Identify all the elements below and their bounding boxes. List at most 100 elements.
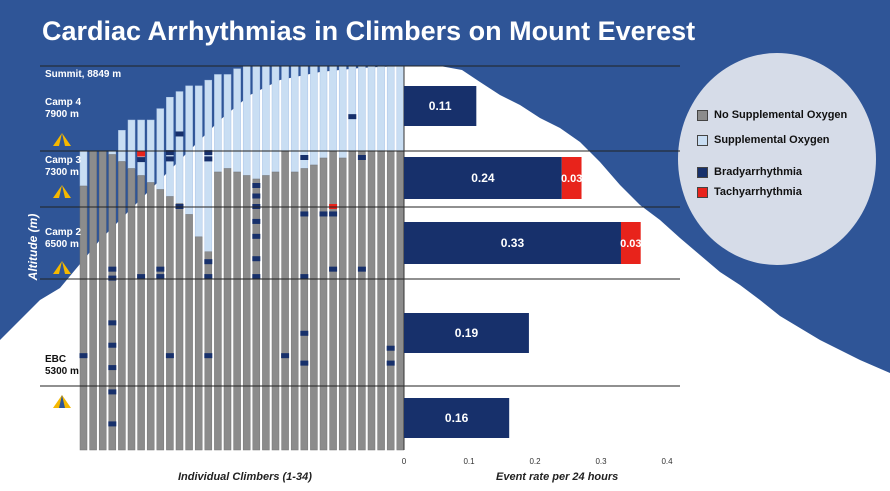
camp-label-ebc: EBC 5300 m (45, 354, 79, 378)
climber-oxygen-bar (137, 119, 145, 176)
climber-oxygen-bar (204, 79, 213, 253)
legend-label-no-oxygen: No Supplemental Oxygen (714, 109, 848, 121)
climber-no-oxygen-bar (89, 150, 97, 451)
climber-no-oxygen-bar (223, 168, 232, 451)
camp-name-camp2: Camp 2 (45, 227, 82, 238)
camp-label-camp2: Camp 2 6500 m (45, 227, 81, 251)
climber-no-oxygen-bar (79, 185, 88, 451)
brady-event-marker (300, 211, 309, 217)
legend-item-tachy: Tachyarrhythmia (697, 186, 802, 198)
brady-event-marker (156, 266, 165, 272)
climber-no-oxygen-bar (262, 175, 270, 451)
x-tick-label: 0.1 (463, 457, 475, 466)
climber-oxygen-bar (319, 65, 328, 159)
legend-swatch-brady (697, 166, 708, 178)
brady-rate-label: 0.16 (445, 411, 469, 425)
brady-event-marker (329, 211, 338, 217)
events-layer (79, 114, 395, 427)
legend-swatch-tachy (697, 186, 708, 198)
climber-no-oxygen-bar (146, 182, 155, 451)
climber-oxygen-bar (290, 65, 299, 173)
x-tick-label: 0.3 (595, 457, 607, 466)
climber-oxygen-bar (127, 119, 136, 169)
x-tick-label: 0.4 (661, 457, 673, 466)
brady-event-marker (156, 274, 165, 280)
climber-oxygen-bar (310, 65, 318, 166)
brady-event-marker (319, 211, 328, 217)
brady-event-marker (204, 259, 213, 265)
brady-rate-bar (404, 86, 477, 126)
climber-no-oxygen-bar (175, 203, 184, 451)
camp-alt-ebc: 5300 m (45, 366, 79, 377)
tachy-event-marker (137, 151, 146, 157)
brady-event-marker (79, 353, 88, 359)
brady-event-marker (108, 421, 117, 427)
brady-event-marker (348, 114, 357, 120)
tent-icon (59, 185, 65, 198)
climber-oxygen-bar (386, 65, 395, 152)
x-tick-label: 0.2 (529, 457, 541, 466)
brady-rate-bar (404, 157, 562, 199)
legend-swatch-oxygen (697, 134, 708, 146)
brady-rate-bar (404, 222, 621, 264)
brady-event-marker (386, 360, 395, 366)
brady-event-marker (165, 150, 174, 156)
climber-no-oxygen-bar (319, 157, 328, 451)
climbers-layer (79, 65, 405, 451)
climber-no-oxygen-bar (137, 175, 145, 451)
climber-oxygen-bar (185, 85, 193, 215)
climber-no-oxygen-bar (290, 171, 299, 451)
climber-no-oxygen-bar (204, 251, 213, 451)
brady-rate-bar (404, 313, 529, 353)
climber-oxygen-bar (338, 65, 347, 159)
brady-event-marker (252, 183, 261, 188)
climber-no-oxygen-bar (300, 168, 309, 451)
camp-label-camp3: Camp 3 7300 m (45, 155, 81, 179)
brady-event-marker (357, 155, 366, 160)
climber-no-oxygen-bar (310, 164, 318, 451)
climber-oxygen-bar (194, 85, 203, 238)
camp-alt-camp3: 7300 m (45, 167, 79, 178)
tachy-rate-bar (620, 222, 641, 264)
climber-oxygen-bar (233, 68, 241, 173)
brady-event-marker (329, 266, 338, 272)
x-tick-label: 0 (401, 457, 407, 466)
tent-icon (59, 133, 65, 146)
rate-bars-layer: 0.11 0.24 0.03 0.33 0.03 0.19 0.16 (404, 86, 642, 438)
brady-event-marker (175, 131, 184, 137)
climber-oxygen-bar (300, 65, 309, 169)
camp-lines-layer (40, 53, 876, 450)
brady-event-marker (386, 345, 395, 351)
climber-oxygen-bar (156, 108, 165, 190)
brady-event-marker (108, 342, 117, 348)
brady-event-marker (108, 365, 117, 371)
climber-oxygen-bar (118, 130, 126, 162)
brady-rate-label: 0.33 (501, 236, 525, 250)
climber-oxygen-bar (166, 96, 174, 197)
x-axis-label-rate: Event rate per 24 hours (496, 471, 619, 483)
brady-event-marker (108, 266, 117, 272)
brady-event-marker (252, 256, 261, 262)
tent-icon (59, 261, 65, 274)
x-axis-label-climbers: Individual Climbers (1-34) (178, 471, 312, 483)
climber-oxygen-bar (223, 74, 232, 169)
camp-alt-camp4: 7900 m (45, 109, 79, 120)
brady-event-marker (252, 274, 261, 280)
climber-no-oxygen-bar (156, 189, 165, 451)
climber-oxygen-bar (358, 65, 366, 152)
climber-no-oxygen-bar (98, 150, 107, 451)
brady-event-marker (204, 156, 213, 162)
camp-label-summit: Summit, 8849 m (45, 69, 121, 81)
climber-oxygen-bar (252, 65, 261, 180)
legend-ellipse (678, 53, 876, 265)
brady-event-marker (300, 155, 309, 160)
climber-no-oxygen-bar (166, 196, 174, 451)
brady-event-marker (281, 353, 290, 359)
climber-no-oxygen-bar (194, 236, 203, 451)
tachy-rate-label: 0.03 (561, 173, 582, 185)
climber-no-oxygen-bar (271, 171, 280, 451)
brady-event-marker (165, 353, 174, 359)
tachy-rate-bar (561, 157, 582, 199)
climber-oxygen-bar (262, 65, 270, 176)
